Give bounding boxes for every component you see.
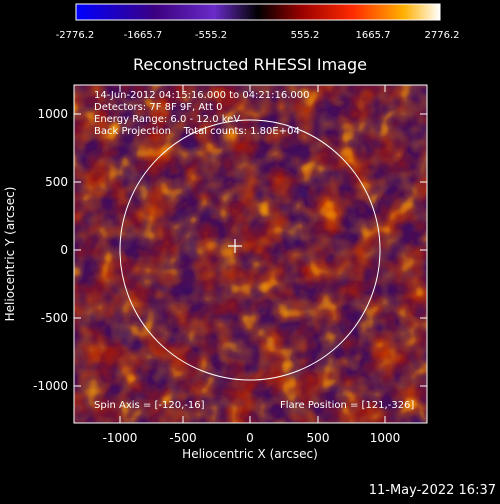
plot-title: Reconstructed RHESSI Image	[133, 55, 367, 74]
colorbar-tick-label: 2776.2	[425, 30, 460, 41]
y-tick-label: 0	[60, 243, 68, 257]
x-tick-label: 500	[307, 431, 330, 445]
colorbar: -2776.2 -1665.7 -555.2 555.2 1665.7 2776.2	[56, 3, 460, 41]
y-tick-label: 500	[45, 175, 68, 189]
info-line-1: 14-Jun-2012 04:15:16.000 to 04:21:16.000	[94, 90, 310, 101]
colorbar-tick-label: -1665.7	[124, 30, 163, 41]
axes: -1000 -500 0 500 1000 1000 500 0 -500 -1000	[33, 85, 427, 445]
colorbar-tick-label: -2776.2	[56, 30, 95, 41]
x-tick-label: -1000	[103, 431, 138, 445]
solar-limb-circle	[119, 119, 381, 381]
colorbar-tick-label: -555.2	[195, 30, 227, 41]
y-axis-label: Heliocentric Y (arcsec)	[3, 187, 17, 322]
colorbar-tick-label: 1665.7	[356, 30, 391, 41]
info-line-4: Back Projection Total counts: 1.80E+04	[94, 126, 300, 137]
y-tick-label: -500	[41, 311, 68, 325]
y-tick-label: 1000	[37, 107, 68, 121]
info-line-2: Detectors: 7F 8F 9F, Att 0	[94, 102, 222, 113]
flare-position-label: Flare Position = [121,-326]	[280, 400, 414, 411]
timestamp: 11-May-2022 16:37	[369, 483, 496, 498]
x-axis-label: Heliocentric X (arcsec)	[182, 447, 318, 461]
y-tick-label: -1000	[33, 379, 68, 393]
rhessi-image	[74, 85, 427, 423]
colorbar-tick-label: 555.2	[291, 30, 320, 41]
info-block: 14-Jun-2012 04:15:16.000 to 04:21:16.000…	[94, 90, 310, 137]
x-tick-label: -500	[169, 431, 196, 445]
colorbar-ticks: -2776.2 -1665.7 -555.2 555.2 1665.7 2776.2	[56, 30, 460, 41]
x-tick-label: 1000	[370, 431, 401, 445]
x-tick-label: 0	[246, 431, 254, 445]
spin-axis-label: Spin Axis = [-120,-16]	[94, 400, 205, 411]
flare-position-marker	[228, 239, 242, 253]
colorbar-gradient	[75, 3, 441, 21]
info-line-3: Energy Range: 6.0 - 12.0 keV	[94, 114, 240, 125]
